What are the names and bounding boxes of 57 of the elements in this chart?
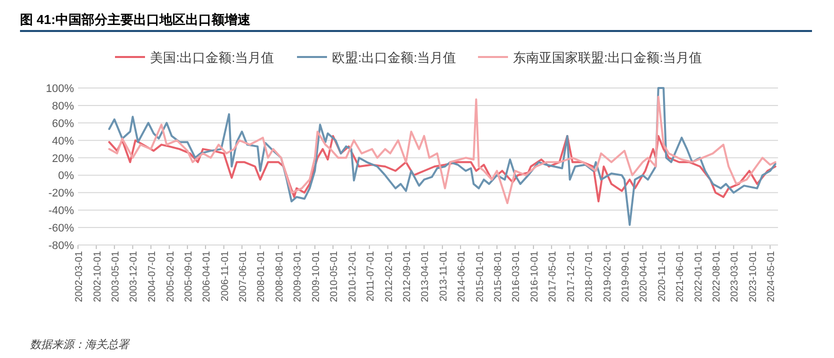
x-tick-label: 2013-04-01 — [420, 250, 432, 302]
x-tick-label: 2013-11-01 — [438, 250, 450, 302]
x-tick-label: 2015-08-01 — [492, 250, 504, 302]
x-tick-label: 2004-07-01 — [146, 250, 158, 302]
y-tick-label: -40% — [48, 205, 74, 218]
x-tick-label: 2010-12-01 — [347, 250, 358, 302]
x-tick-label: 2012-09-01 — [402, 250, 413, 302]
legend-item: 欧盟:出口金额:当月值 — [297, 50, 456, 65]
x-tick-label: 2011-07-01 — [365, 250, 376, 302]
x-tick-label: 2017-05-01 — [548, 250, 559, 302]
x-tick-label: 2008-08-01 — [274, 250, 286, 302]
x-tick-label: 2023-10-01 — [748, 250, 759, 302]
x-tick-label: 2005-02-01 — [165, 250, 176, 302]
x-tick-label: 2021-06-01 — [675, 250, 686, 302]
x-tick-label: 2020-11-01 — [656, 250, 668, 302]
legend-label: 欧盟:出口金额:当月值 — [332, 50, 456, 65]
x-tick-label: 2002-03-01 — [74, 250, 85, 302]
title: 图 41:中国部分主要出口地区出口额增速 — [20, 12, 250, 27]
x-tick-label: 2010-05-01 — [328, 250, 340, 302]
y-tick-label: 80% — [52, 100, 74, 112]
x-tick-label: 2007-06-01 — [238, 250, 249, 302]
legend-label: 东南亚国家联盟:出口金额:当月值 — [513, 50, 702, 65]
y-tick-label: -80% — [48, 240, 74, 252]
y-tick-label: 40% — [52, 135, 74, 148]
x-tick-label: 2009-03-01 — [292, 250, 304, 302]
x-tick-label: 2005-09-01 — [183, 250, 194, 302]
x-tick-label: 2009-10-01 — [310, 250, 322, 302]
x-tick-label: 2023-03-01 — [730, 250, 741, 302]
x-tick-label: 2006-11-01 — [220, 250, 231, 302]
x-tick-label: 2019-09-01 — [620, 250, 632, 302]
legend-item: 东南亚国家联盟:出口金额:当月值 — [478, 50, 702, 65]
x-tick-label: 2006-04-01 — [202, 250, 213, 302]
legend-item: 美国:出口金额:当月值 — [115, 50, 274, 65]
x-tick-label: 2020-04-01 — [638, 250, 650, 302]
x-tick-label: 2002-10-01 — [92, 250, 104, 302]
y-tick-label: 20% — [52, 152, 74, 165]
x-tick-label: 2016-03-01 — [511, 250, 522, 302]
x-tick-label: 2024-05-01 — [766, 250, 778, 302]
x-tick-label: 2017-12-01 — [566, 250, 577, 302]
y-tick-label: 0% — [58, 170, 74, 182]
y-tick-label: 100% — [46, 83, 74, 95]
x-tick-label: 2022-08-01 — [712, 250, 723, 302]
x-tick-label: 2012-02-01 — [384, 250, 395, 302]
x-tick-label: 2019-02-01 — [602, 250, 614, 302]
x-tick-label: 2014-06-01 — [456, 250, 468, 302]
y-tick-label: -60% — [48, 222, 74, 235]
x-tick-label: 2022-01-01 — [693, 250, 704, 302]
x-tick-label: 2018-07-01 — [584, 250, 595, 302]
y-tick-label: -20% — [48, 188, 74, 200]
legend-label: 美国:出口金额:当月值 — [150, 50, 274, 65]
source-note: 数据来源：海关总署 — [30, 338, 130, 351]
x-tick-label: 2003-05-01 — [110, 250, 122, 302]
y-tick-label: 60% — [52, 118, 74, 130]
x-tick-label: 2015-01-01 — [474, 250, 486, 302]
x-tick-label: 2008-01-01 — [256, 250, 268, 302]
x-tick-label: 2016-10-01 — [529, 250, 540, 302]
x-tick-label: 2003-12-01 — [128, 250, 140, 302]
